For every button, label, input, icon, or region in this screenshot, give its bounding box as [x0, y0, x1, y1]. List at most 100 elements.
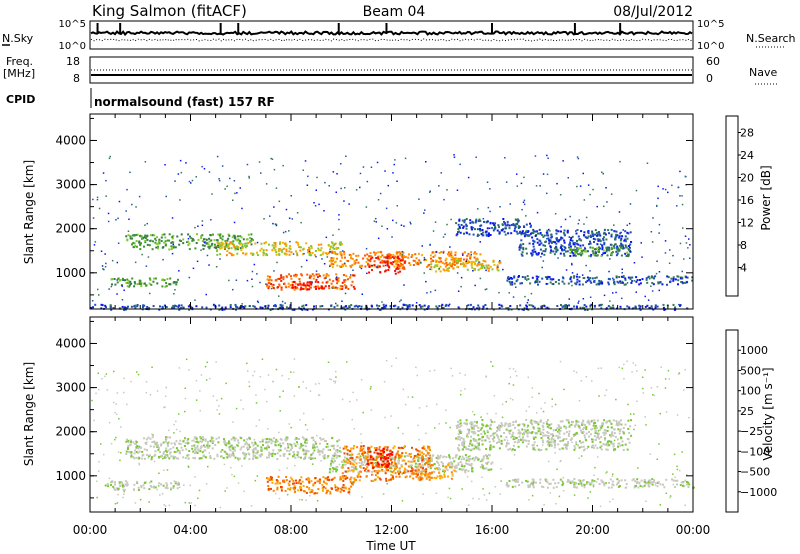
- echo-cell: [350, 284, 353, 287]
- echo-cell: [511, 433, 514, 436]
- echo-cell: [691, 279, 694, 282]
- echo-cell: [408, 453, 411, 456]
- echo-cell: [293, 482, 296, 485]
- echo-cell: [389, 452, 392, 455]
- echo-cell: [501, 423, 504, 426]
- echo-cell: [475, 220, 478, 222]
- scatter-cell: [669, 249, 671, 251]
- echo-cell: [594, 425, 597, 428]
- echo-cell: [559, 238, 562, 241]
- echo-cell: [627, 276, 630, 279]
- scatter-cell: [489, 188, 491, 190]
- echo-cell: [620, 281, 623, 284]
- echo-cell: [470, 264, 473, 267]
- scatter-cell: [478, 234, 480, 236]
- nsky-panel: N.Sky 10^5 10^0 10^5 10^0 N.Search: [2, 19, 796, 52]
- echo-cell: [125, 235, 128, 238]
- echo-cell: [597, 231, 600, 233]
- echo-cell: [568, 304, 570, 307]
- echo-cell: [359, 447, 362, 450]
- echo-cell: [600, 426, 603, 429]
- echo-cell: [342, 265, 344, 268]
- echo-cell: [474, 446, 477, 449]
- echo-cell: [312, 439, 315, 442]
- echo-cell: [421, 305, 424, 308]
- echo-cell: [153, 440, 156, 443]
- echo-cell: [398, 472, 400, 475]
- echo-cell: [130, 440, 132, 443]
- scatter-cell: [144, 224, 146, 226]
- scatter-cell: [232, 199, 234, 201]
- echo-cell: [498, 429, 501, 432]
- echo-cell: [231, 243, 234, 245]
- echo-cell: [341, 263, 344, 266]
- echo-cell: [493, 263, 496, 266]
- echo-cell: [297, 283, 300, 286]
- echo-cell: [576, 239, 578, 242]
- echo-cell: [527, 440, 530, 443]
- echo-cell: [626, 305, 629, 308]
- echo-cell: [630, 434, 633, 437]
- scatter-cell: [188, 276, 191, 279]
- echo-cell: [475, 456, 477, 459]
- echo-cell: [180, 307, 182, 310]
- echo-cell: [650, 275, 653, 278]
- echo-cell: [175, 457, 178, 460]
- echo-cell: [595, 436, 598, 439]
- echo-cell: [587, 445, 590, 448]
- echo-cell: [374, 449, 377, 452]
- echo-cell: [127, 234, 130, 237]
- scatter-cell: [577, 222, 580, 225]
- echo-cell: [467, 432, 470, 435]
- echo-cell: [542, 431, 545, 434]
- echo-cell: [560, 304, 562, 306]
- echo-cell: [386, 460, 389, 463]
- scatter-cell: [472, 226, 475, 229]
- echo-band: [506, 275, 694, 286]
- echo-cell: [449, 263, 452, 266]
- echo-cell: [357, 456, 360, 459]
- echo-cell: [549, 240, 552, 243]
- echo-cell: [331, 478, 333, 481]
- echo-cell: [435, 259, 437, 262]
- echo-cell: [294, 287, 297, 290]
- echo-cell: [278, 277, 281, 280]
- echo-cell: [613, 283, 616, 286]
- echo-cell: [593, 253, 596, 256]
- echo-cell: [277, 277, 280, 280]
- echo-cell: [521, 276, 524, 278]
- echo-cell: [568, 430, 571, 433]
- scatter-cell: [449, 246, 451, 248]
- scatter-cell: [332, 171, 335, 173]
- echo-cell: [476, 457, 479, 459]
- scatter-cell: [234, 192, 236, 195]
- echo-cell: [464, 265, 467, 268]
- echo-cell: [345, 459, 348, 462]
- echo-cell: [267, 488, 270, 491]
- echo-cell: [519, 231, 522, 234]
- echo-cell: [481, 423, 484, 426]
- echo-cell: [627, 253, 629, 256]
- echo-cell: [285, 243, 288, 246]
- echo-cell: [298, 479, 301, 482]
- echo-cell: [602, 249, 605, 252]
- echo-cell: [247, 444, 250, 447]
- echo-cell: [528, 242, 531, 245]
- echo-cell: [420, 451, 423, 454]
- echo-cell: [305, 442, 308, 444]
- echo-cell: [423, 304, 426, 307]
- echo-cell: [243, 454, 246, 457]
- scatter-cell: [208, 171, 211, 173]
- echo-cell: [373, 451, 376, 454]
- echo-cell: [218, 304, 221, 307]
- echo-cell: [596, 478, 599, 481]
- scatter-cell: [284, 230, 287, 233]
- scatter-cell: [123, 289, 125, 291]
- echo-cell: [355, 478, 358, 481]
- scatter-cell: [398, 300, 401, 303]
- echo-cell: [388, 266, 391, 269]
- echo-cell: [386, 261, 389, 264]
- echo-cell: [339, 260, 342, 263]
- echo-cell: [310, 453, 313, 456]
- echo-cell: [234, 303, 237, 306]
